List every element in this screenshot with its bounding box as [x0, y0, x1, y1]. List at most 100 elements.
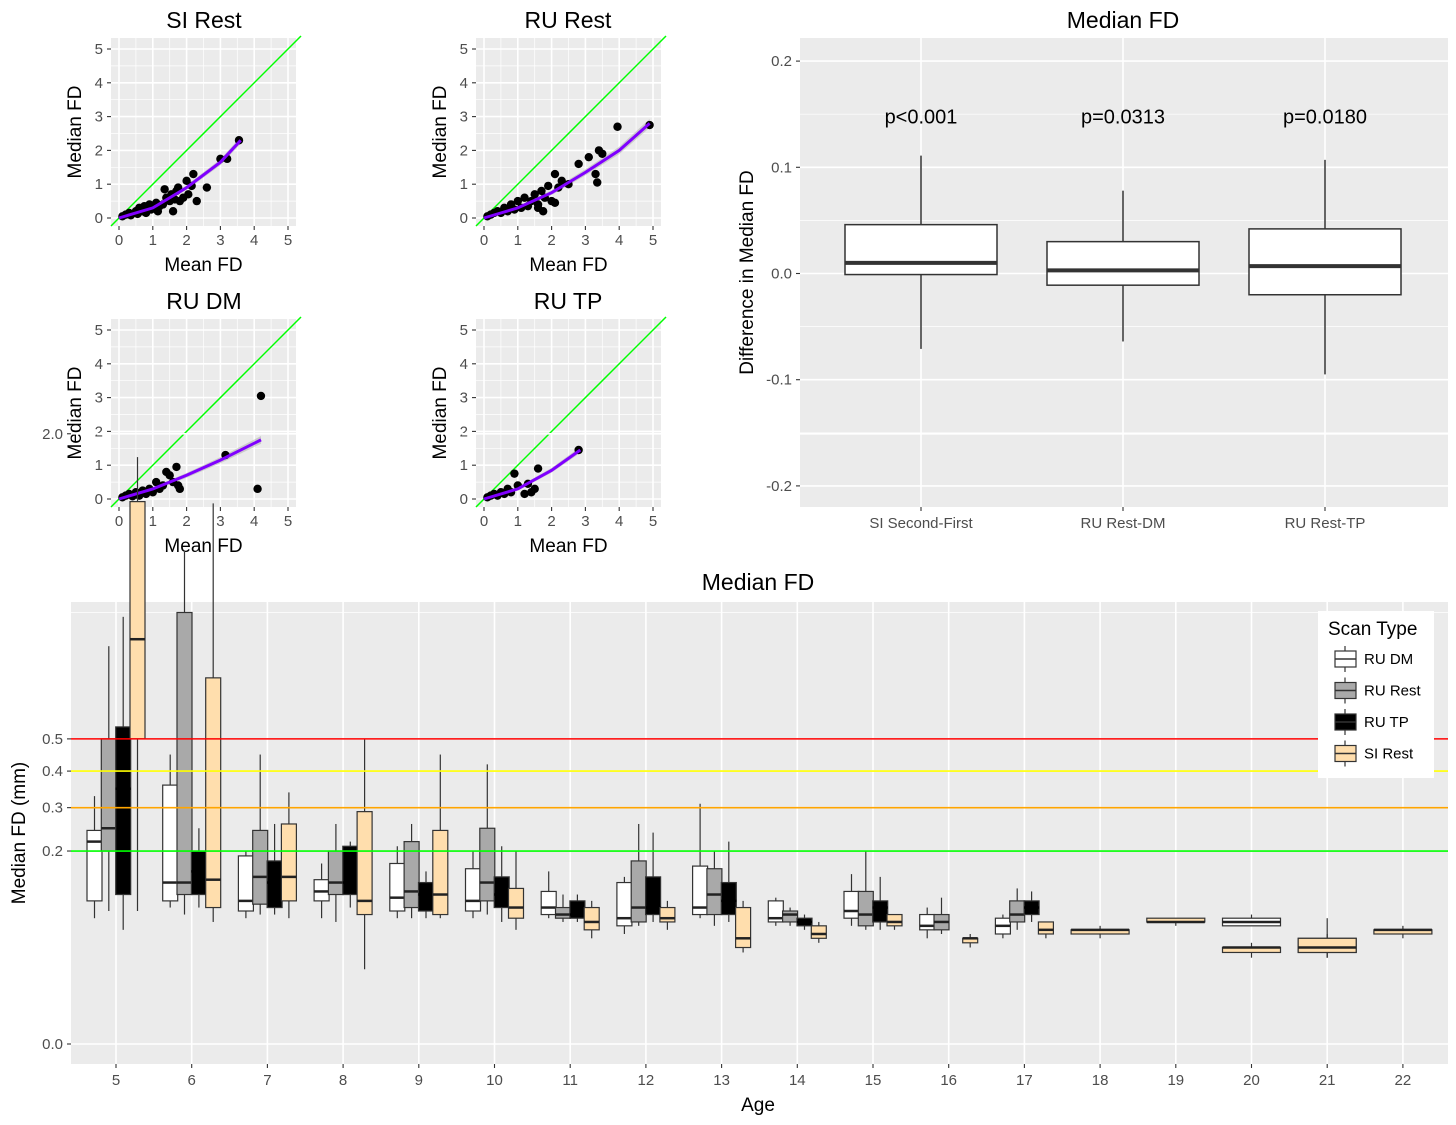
box-body — [1009, 900, 1026, 923]
x-tick-label: 12 — [638, 1072, 655, 1089]
box — [706, 851, 723, 926]
gridlines — [111, 38, 296, 226]
data-point — [533, 203, 543, 213]
y-tick-label: 1 — [95, 176, 103, 193]
box-body — [583, 906, 600, 931]
box-3: p=0.0180 — [1248, 106, 1402, 375]
gridlines — [476, 38, 661, 226]
x-tick-label: RU Rest-DM — [1081, 515, 1166, 532]
y-tick-label: 1 — [460, 176, 468, 193]
y-tick-label: 2.0 — [42, 426, 63, 443]
x-tick-label: 17 — [1016, 1072, 1033, 1089]
series-ru-rest — [100, 552, 1026, 934]
x-tick-label: 5 — [649, 513, 657, 530]
box-body — [86, 829, 103, 902]
data-point — [520, 193, 529, 202]
box-body — [886, 913, 903, 927]
box — [616, 876, 633, 934]
box-body — [389, 862, 406, 912]
panel-title: SI Rest — [166, 7, 242, 33]
data-point — [168, 207, 178, 216]
data-point — [182, 176, 191, 186]
scatter-panel-1: 0 1 2 3 4 5 0 1 2 3 4 5 SI Rest Mean FD Median FD — [65, 7, 302, 276]
box — [1221, 942, 1282, 958]
scatter-panel-4: 0 1 2 3 4 5 0 1 2 3 4 5 RU TP Mean FD Median FD — [430, 288, 667, 557]
gridlines — [800, 38, 1448, 507]
x-tick-label: 5 — [284, 513, 292, 530]
data-point — [151, 477, 161, 487]
box — [962, 933, 979, 948]
y-tick-label: 5 — [95, 322, 103, 339]
difference-boxplot-panel: p<0.001 SI Second-First p=0.0313 RU Rest-DM… — [737, 7, 1448, 532]
x-tick-label: 5 — [649, 232, 657, 249]
y-tick-label: 1 — [460, 457, 468, 474]
y-tick-label: 4 — [460, 75, 468, 92]
x-axis-label: Mean FD — [529, 255, 607, 276]
box — [843, 874, 860, 926]
data-point — [613, 122, 622, 131]
box — [994, 914, 1012, 939]
x-tick-label: 2 — [547, 513, 555, 530]
x-tick-label: 2 — [182, 232, 190, 249]
y-tick-label: 2 — [460, 423, 468, 440]
box — [176, 552, 193, 915]
box — [1023, 891, 1040, 922]
box — [507, 851, 525, 930]
box-body — [205, 677, 222, 909]
y-tick-label: 3 — [95, 109, 103, 126]
x-tick-label: 4 — [615, 513, 623, 530]
identity-line — [475, 35, 667, 227]
box — [356, 738, 373, 970]
data-point — [574, 159, 583, 169]
x-tick-label: 3 — [216, 513, 224, 530]
data-point — [591, 169, 600, 179]
data-point — [175, 484, 185, 494]
data-point — [172, 462, 181, 472]
x-axis-label: Mean FD — [164, 536, 242, 557]
y-tick-label: 4 — [95, 75, 103, 92]
series-si-rest — [129, 457, 1433, 970]
legend-label: RU Rest — [1364, 683, 1422, 700]
box — [237, 851, 254, 919]
box-body — [1037, 921, 1055, 935]
y-tick-label: 4 — [95, 356, 103, 373]
scatter-panel-2: 0 1 2 3 4 5 0 1 2 3 4 5 RU Rest Mean FD Median FD — [430, 7, 667, 276]
y-tick-label: 0 — [460, 210, 468, 227]
x-tick-label: 7 — [263, 1072, 271, 1089]
identity-line — [475, 316, 667, 508]
box — [327, 823, 344, 922]
box-body — [540, 890, 557, 916]
x-tick-label: 13 — [713, 1072, 730, 1089]
x-axis-label: Mean FD — [529, 536, 607, 557]
y-tick-label: 0.1 — [771, 159, 792, 176]
data-point — [544, 181, 553, 191]
y-tick-label: 3 — [460, 390, 468, 407]
x-axis-label: Age — [741, 1095, 775, 1116]
data-point — [256, 391, 266, 401]
y-tick-label: 5 — [95, 41, 103, 58]
box-body — [190, 850, 207, 896]
y-axis-label: Difference in Median FD — [737, 170, 758, 375]
box — [886, 913, 903, 930]
x-tick-label: 11 — [562, 1072, 578, 1089]
box-body — [342, 845, 359, 896]
y-tick-label: 5 — [460, 41, 468, 58]
y-axis-label: Median FD — [430, 367, 451, 460]
y-tick-label: 0 — [95, 210, 103, 227]
box — [781, 907, 799, 926]
x-tick-label: RU Rest-TP — [1285, 515, 1366, 532]
box-1: p<0.001 — [844, 106, 998, 349]
box — [205, 503, 222, 922]
y-tick-label: 3 — [460, 109, 468, 126]
data-point — [584, 152, 593, 162]
box-body — [919, 913, 936, 931]
box — [933, 897, 950, 934]
y-tick-label: 5 — [460, 322, 468, 339]
box-body — [479, 827, 496, 902]
box — [389, 846, 406, 919]
box — [734, 900, 752, 953]
x-tick-label: 16 — [940, 1072, 957, 1089]
box-body — [644, 876, 662, 916]
panel-title: RU Rest — [525, 7, 613, 33]
panel-title: Median FD — [1067, 7, 1179, 33]
